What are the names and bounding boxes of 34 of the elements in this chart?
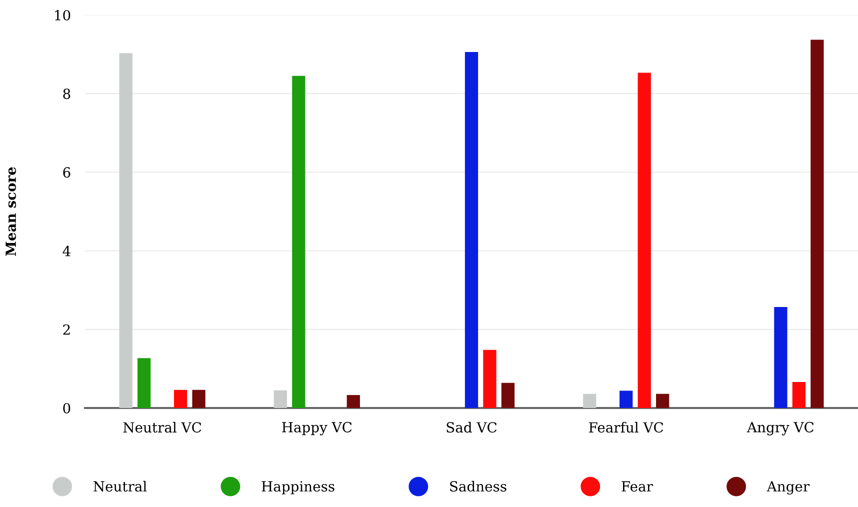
legend-label: Anger xyxy=(766,481,810,494)
y-axis-title: Mean score xyxy=(6,167,16,256)
x-tick-label: Sad VC xyxy=(446,422,497,433)
x-tick-label: Neutral VC xyxy=(123,422,202,433)
bar xyxy=(119,53,132,408)
bar xyxy=(620,390,633,408)
bar xyxy=(483,350,496,408)
legend-label: Fear xyxy=(622,481,653,492)
bar xyxy=(774,307,788,408)
bar xyxy=(638,72,651,408)
bar xyxy=(292,76,306,408)
y-tick-label: 4 xyxy=(62,246,70,256)
legend-label: Sadness xyxy=(450,480,506,492)
bar xyxy=(346,395,360,408)
y-tick-label: 0 xyxy=(63,402,70,414)
bar xyxy=(137,358,151,408)
y-tick-label: 8 xyxy=(63,88,70,100)
y-tick-label: 10 xyxy=(55,10,70,20)
bar xyxy=(192,390,206,408)
bar xyxy=(792,382,806,408)
bar xyxy=(274,390,287,408)
y-tick-label: 6 xyxy=(63,167,70,178)
bar xyxy=(656,394,670,408)
legend-label: Happiness xyxy=(262,481,334,494)
bar xyxy=(810,40,824,408)
y-tick-label: 2 xyxy=(63,324,70,335)
bar xyxy=(174,390,188,408)
x-tick-label: Happy VC xyxy=(282,422,352,436)
legend-label: Neutral xyxy=(94,480,147,492)
x-tick-label: Fearful VC xyxy=(589,422,664,433)
x-tick-label: Angry VC xyxy=(746,422,814,436)
bar xyxy=(501,382,515,408)
bar xyxy=(583,394,596,408)
bar xyxy=(464,52,478,408)
